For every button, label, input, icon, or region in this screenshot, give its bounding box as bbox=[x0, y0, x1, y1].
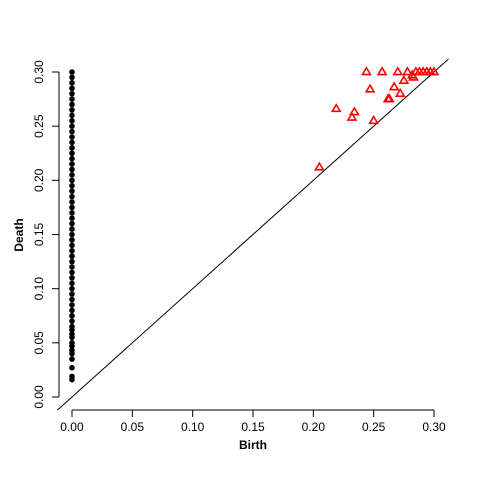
dot-point bbox=[69, 373, 75, 380]
dot-point bbox=[69, 237, 75, 243]
dot-point bbox=[69, 258, 75, 265]
triangle-point bbox=[383, 93, 395, 103]
triangle-point bbox=[398, 74, 410, 84]
dot-point bbox=[69, 101, 75, 108]
dot-point bbox=[69, 134, 75, 140]
y-tick-label: 0.25 bbox=[32, 114, 46, 138]
x-tick-label: 0.15 bbox=[241, 420, 265, 434]
triangle-point bbox=[368, 114, 380, 125]
dot-point bbox=[69, 347, 75, 354]
dot-point bbox=[69, 117, 75, 124]
y-tick-label: 0.20 bbox=[32, 168, 46, 192]
dot-point bbox=[69, 269, 75, 276]
dot-point bbox=[69, 242, 75, 249]
x-tick-label: 0.30 bbox=[422, 420, 446, 434]
dot-point bbox=[69, 199, 75, 205]
triangle-point bbox=[388, 81, 400, 91]
dot-point bbox=[69, 177, 75, 184]
dot-point bbox=[69, 247, 75, 254]
dot-point bbox=[69, 107, 75, 113]
dot-point bbox=[69, 182, 75, 189]
dot-point bbox=[69, 85, 75, 92]
dot-point bbox=[69, 275, 75, 281]
dot-point bbox=[69, 312, 75, 319]
dot-point bbox=[69, 226, 75, 232]
dot-point bbox=[69, 318, 75, 324]
y-tick-label: 0.15 bbox=[32, 222, 46, 246]
dot-point bbox=[69, 96, 75, 102]
dot-point bbox=[69, 204, 75, 211]
x-tick-label: 0.25 bbox=[362, 420, 386, 434]
dot-point bbox=[69, 302, 75, 308]
x-tick-label: 0.00 bbox=[60, 420, 84, 434]
dot-point bbox=[69, 285, 75, 292]
triangle-point bbox=[402, 66, 413, 76]
dot-point bbox=[69, 128, 75, 135]
x-tick-label: 0.20 bbox=[302, 420, 326, 434]
dot-point bbox=[69, 264, 75, 270]
triangle-point bbox=[364, 83, 376, 93]
dot-point bbox=[69, 112, 75, 119]
triangle-point bbox=[330, 103, 342, 113]
dot-point bbox=[69, 74, 75, 81]
dot-point bbox=[69, 215, 75, 222]
y-tick-label: 0.30 bbox=[32, 60, 46, 84]
triangle-point bbox=[428, 66, 440, 76]
dot-point bbox=[69, 280, 75, 287]
dot-point bbox=[69, 331, 75, 337]
dot-point bbox=[69, 307, 75, 314]
dot-point bbox=[69, 253, 75, 259]
dot-point bbox=[69, 340, 75, 346]
x-tick-label: 0.10 bbox=[181, 420, 205, 434]
dot-point bbox=[69, 356, 75, 362]
dot-point bbox=[69, 231, 75, 238]
dot-point bbox=[69, 193, 75, 200]
dot-point bbox=[69, 166, 75, 173]
dot-point bbox=[69, 188, 75, 194]
y-axis-title: Death bbox=[12, 218, 26, 251]
dot-point bbox=[69, 80, 75, 86]
dot-point bbox=[69, 139, 75, 146]
dot-point bbox=[69, 220, 75, 227]
dot-point bbox=[69, 161, 75, 167]
diagonal bbox=[57, 58, 449, 411]
dot-point bbox=[69, 364, 75, 371]
x-tick-label: 0.05 bbox=[121, 420, 145, 434]
triangle-point bbox=[361, 66, 372, 76]
y-tick-label: 0.05 bbox=[32, 331, 46, 355]
dot-point bbox=[69, 155, 75, 162]
triangle-point bbox=[408, 71, 419, 81]
dot-point bbox=[69, 172, 75, 178]
triangle-point bbox=[394, 87, 406, 97]
dot-point bbox=[69, 296, 75, 303]
dot-point bbox=[69, 69, 75, 75]
x-axis-title: Birth bbox=[239, 438, 267, 452]
y-tick-label: 0.10 bbox=[32, 277, 46, 301]
dot-point bbox=[69, 145, 75, 151]
triangle-point bbox=[376, 66, 388, 76]
dot-point bbox=[69, 150, 75, 157]
dot-point bbox=[69, 123, 75, 129]
dot-point bbox=[69, 291, 75, 297]
triangle-point bbox=[313, 161, 325, 171]
y-tick-label: 0.00 bbox=[32, 385, 46, 409]
dot-point bbox=[69, 90, 75, 97]
dot-point bbox=[69, 210, 75, 216]
triangle-point bbox=[346, 111, 358, 121]
triangle-point bbox=[392, 66, 404, 76]
dot-point bbox=[69, 323, 75, 330]
triangle-point bbox=[348, 106, 360, 116]
